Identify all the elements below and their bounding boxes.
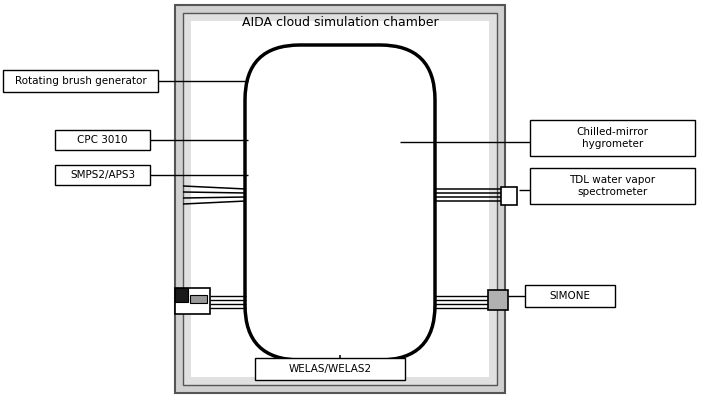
Bar: [183, 13, 497, 385]
Bar: [501, 187, 517, 205]
Bar: [255, 358, 405, 380]
Text: SMPS2/APS3: SMPS2/APS3: [70, 170, 135, 180]
FancyBboxPatch shape: [245, 45, 435, 360]
Text: SIMONE: SIMONE: [549, 291, 591, 301]
Bar: [175, 288, 210, 314]
Text: AIDA cloud simulation chamber: AIDA cloud simulation chamber: [242, 16, 438, 28]
Bar: [55, 130, 150, 150]
Bar: [175, 5, 505, 393]
Bar: [190, 295, 207, 303]
Bar: [530, 168, 695, 204]
Bar: [525, 285, 615, 307]
Bar: [55, 165, 150, 185]
Bar: [530, 120, 695, 156]
Text: Rotating brush generator: Rotating brush generator: [15, 76, 146, 86]
Bar: [3, 70, 158, 92]
Bar: [488, 290, 508, 310]
Text: WELAS/WELAS2: WELAS/WELAS2: [289, 364, 372, 374]
Text: TDL water vapor
spectrometer: TDL water vapor spectrometer: [569, 175, 656, 197]
Text: Chilled-mirror
hygrometer: Chilled-mirror hygrometer: [576, 127, 649, 149]
Text: CPC 3010: CPC 3010: [77, 135, 128, 145]
Bar: [191, 21, 489, 377]
Bar: [175, 288, 188, 302]
